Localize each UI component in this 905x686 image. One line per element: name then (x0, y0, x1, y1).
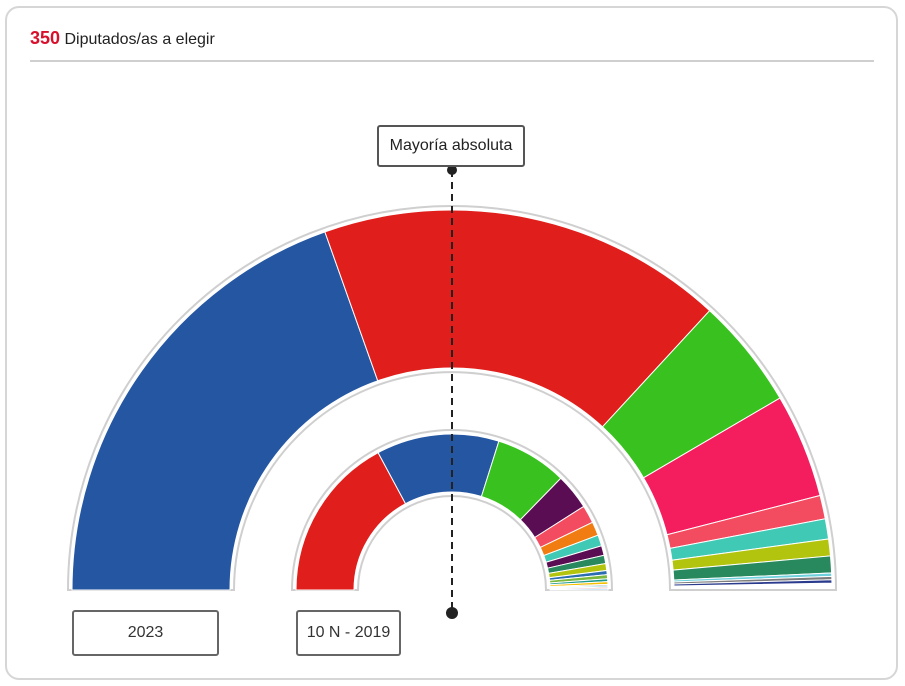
header-divider (30, 60, 874, 62)
seat-slice[interactable] (673, 579, 833, 587)
majority-marker-bottom (446, 607, 458, 619)
total-seats: 350 (30, 28, 61, 48)
chart-2023 (66, 205, 838, 591)
chart-2019 (290, 429, 614, 591)
year-2019-button[interactable]: 10 N - 2019 (296, 610, 401, 656)
majority-label: Mayoría absoluta (377, 125, 525, 167)
seats-header: 350 Diputados/as a elegir (30, 27, 215, 51)
seat-slice[interactable] (324, 209, 711, 428)
seat-slice[interactable] (71, 231, 379, 591)
seats-label: Diputados/as a elegir (64, 31, 215, 48)
year-2023-button[interactable]: 2023 (72, 610, 219, 656)
majority-marker-top (447, 165, 457, 175)
seat-slice[interactable] (549, 588, 609, 591)
